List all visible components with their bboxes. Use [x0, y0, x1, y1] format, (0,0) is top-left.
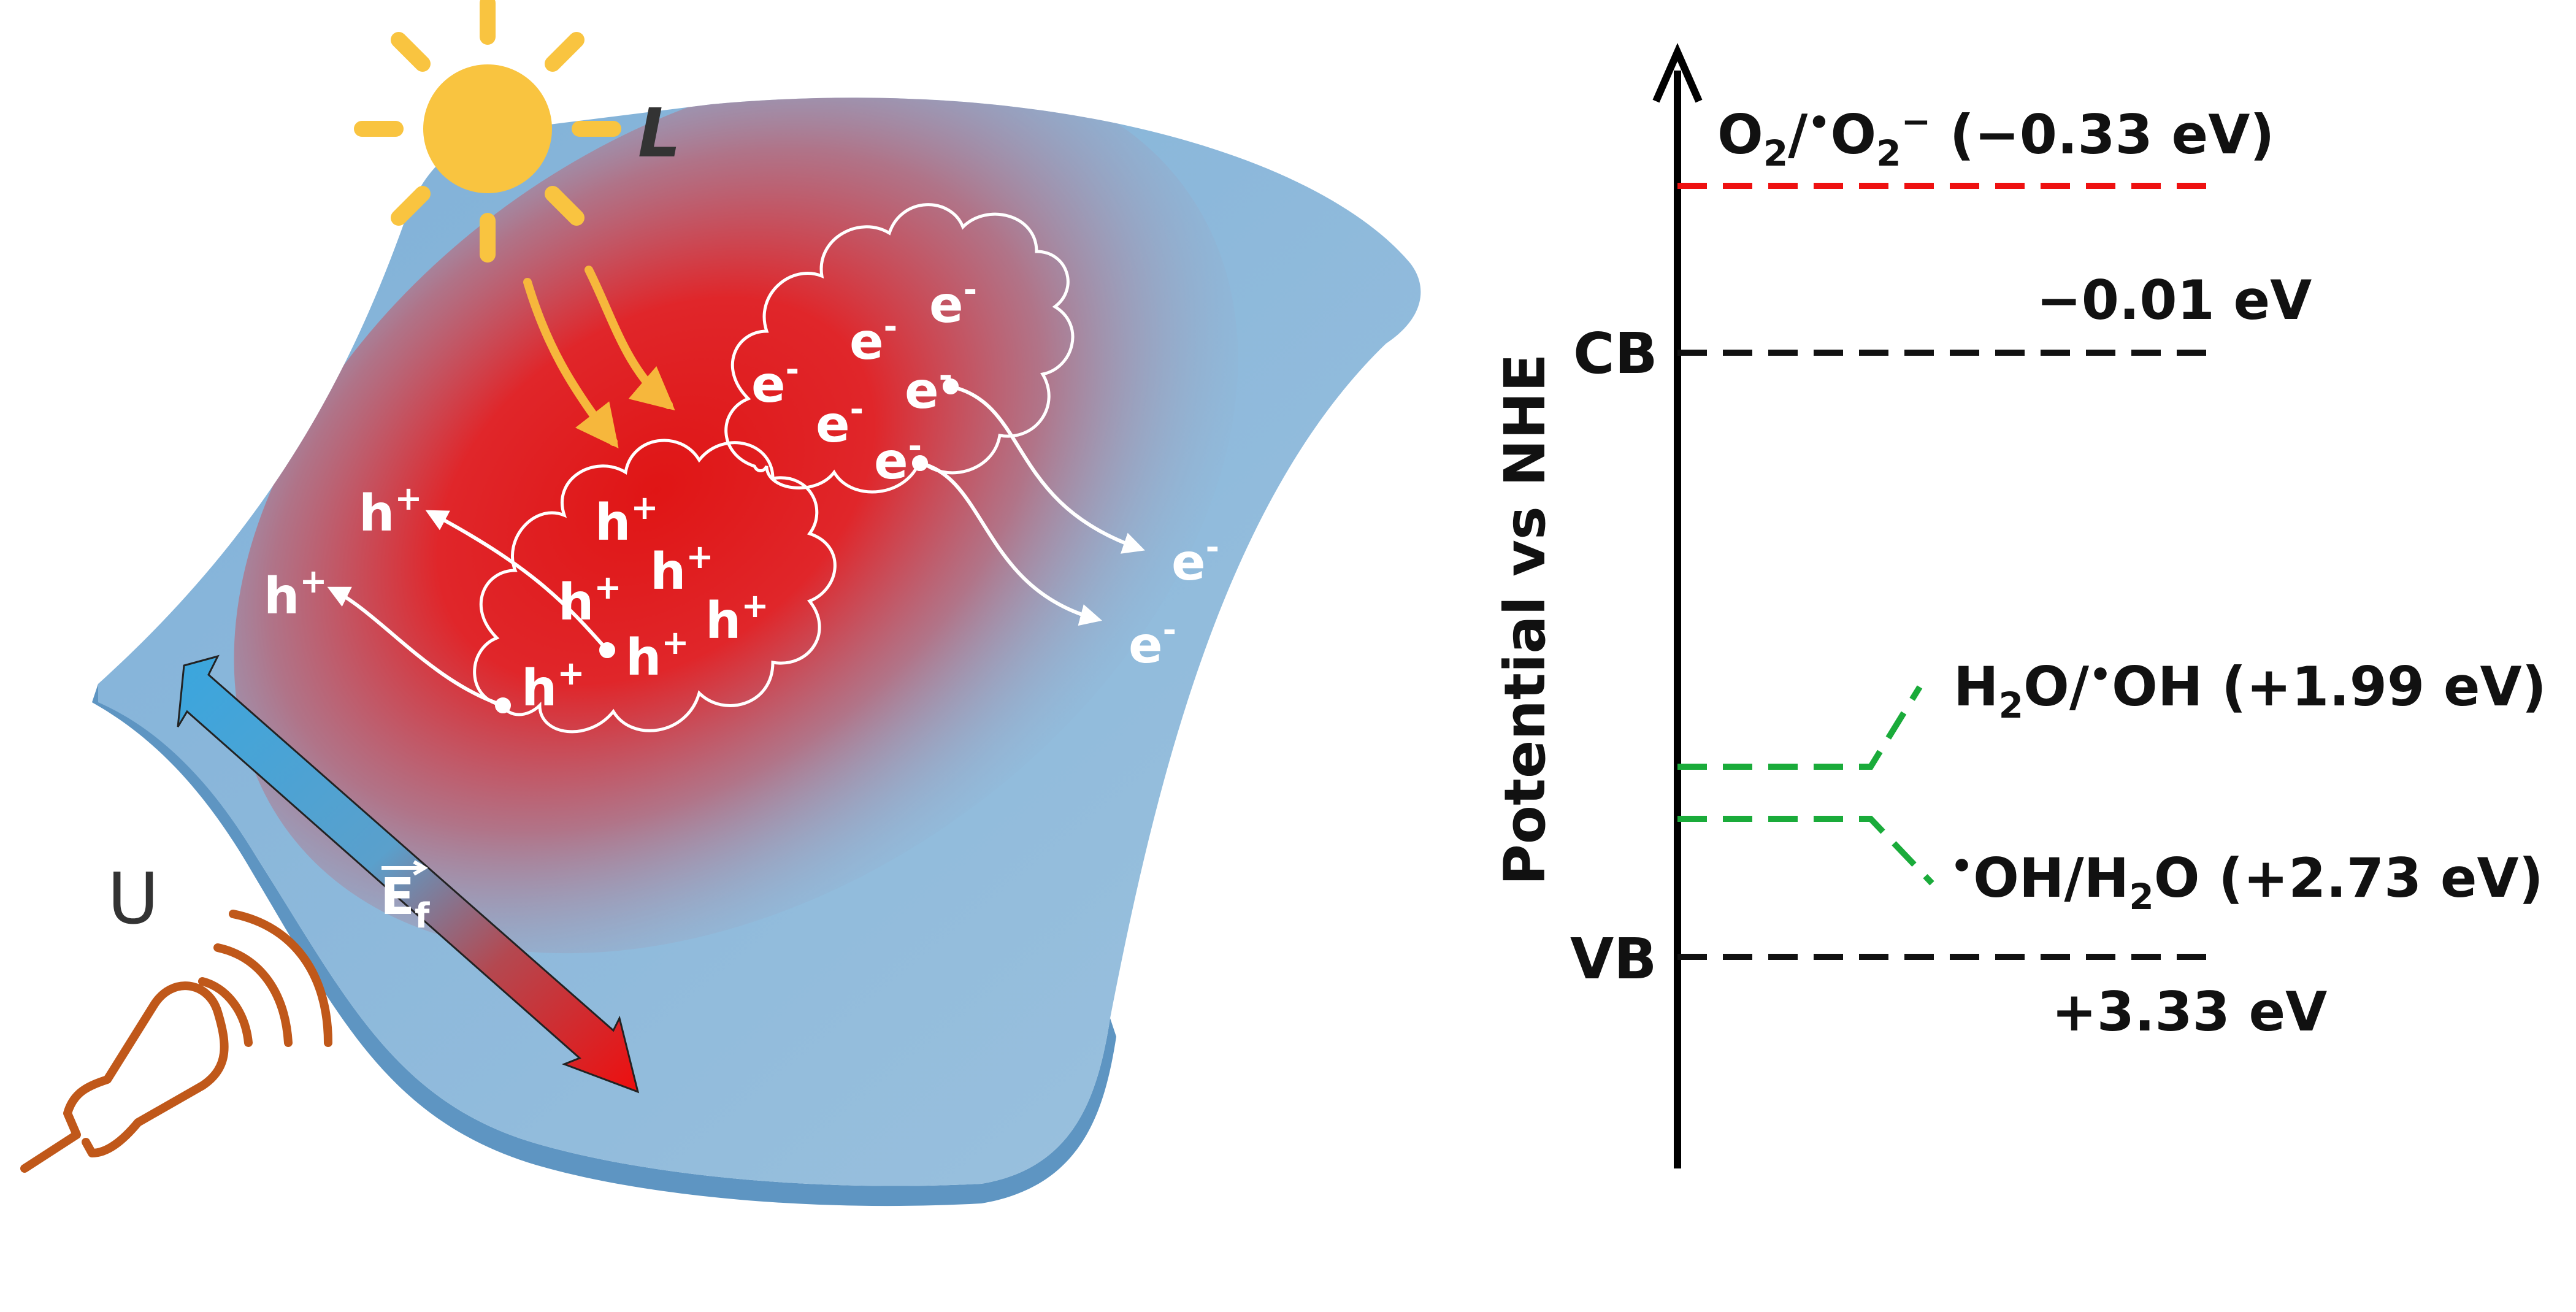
- hole-carrier: h+: [650, 537, 714, 601]
- electron-cloud: [724, 203, 1075, 494]
- electron-carrier: e-: [1129, 611, 1176, 675]
- electric-field-arrow: [177, 654, 640, 1094]
- h2o-oh-level-line: [1677, 685, 1923, 770]
- hole-carrier: h+: [264, 562, 328, 626]
- oh-h2o-level-line: [1677, 816, 1934, 886]
- field-vector-arrow: [381, 860, 428, 876]
- light-label: L: [638, 94, 681, 172]
- axis-arrowhead: [1652, 43, 1703, 103]
- o2-couple-label: O2/•O2− (−0.33 eV): [1717, 101, 2275, 174]
- holes-group: h+ h+ h+ h+ h+ h+ h+ h+: [264, 479, 769, 718]
- electrons-group: e- e- e- e- e- e- e- e-: [751, 270, 1219, 675]
- hole-cloud: [473, 439, 837, 734]
- axis-title: Potential vs NHE: [1492, 353, 1558, 885]
- field-label: Ef: [380, 868, 430, 936]
- oh-h2o-label: •OH/H2O (+2.73 eV): [1950, 845, 2543, 918]
- sun-icon: [354, 0, 621, 263]
- vb-value: +3.33 eV: [2052, 980, 2327, 1043]
- hole-paths: [327, 510, 615, 713]
- energy-diagram: Potential vs NHE O2/•O2− (−0.33 eV) CB −…: [1492, 43, 2547, 1168]
- light-rays: [523, 266, 675, 449]
- ultrasound-label: U: [107, 858, 159, 940]
- hole-carrier: h+: [626, 623, 689, 687]
- h2o-oh-label: H2O/•OH (+1.99 eV): [1953, 654, 2547, 726]
- ultrasound-transducer-icon: [20, 910, 332, 1173]
- cb-label: CB: [1573, 321, 1658, 386]
- hot-region: [234, 98, 1238, 954]
- cb-value: −0.01 eV: [2036, 269, 2312, 332]
- electron-paths: [912, 378, 1145, 626]
- vb-label: VB: [1570, 926, 1657, 992]
